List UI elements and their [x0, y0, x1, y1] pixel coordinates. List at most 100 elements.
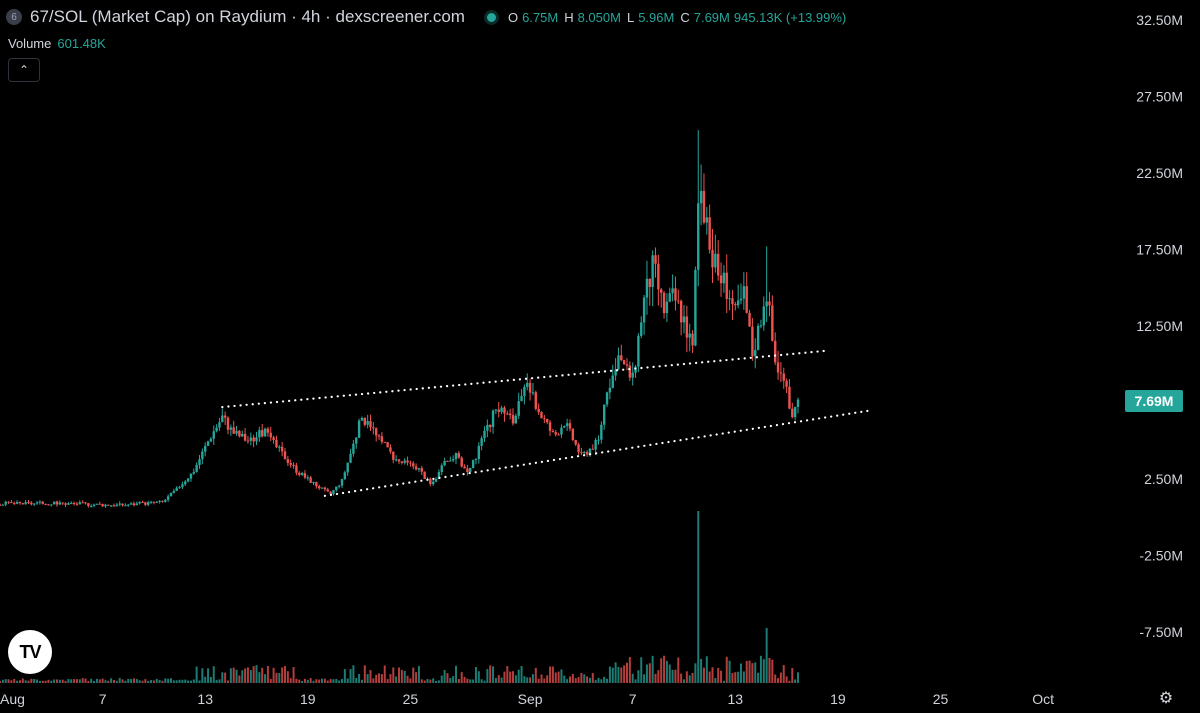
- candle-body: [785, 380, 788, 387]
- volume-bar: [742, 671, 745, 683]
- candle-body: [511, 415, 515, 424]
- volume-bar: [415, 672, 418, 683]
- candle-body: [289, 462, 292, 465]
- volume-bar: [204, 676, 207, 683]
- y-tick-label: 32.50M: [1136, 12, 1183, 28]
- volume-bar: [432, 678, 435, 683]
- volume-bar: [141, 680, 144, 683]
- candle-body: [651, 255, 654, 288]
- candle-body: [52, 501, 56, 505]
- volume-bar: [571, 673, 574, 683]
- candle-body: [412, 463, 415, 467]
- y-tick-label: 17.50M: [1136, 242, 1183, 258]
- volume-bar: [323, 678, 326, 683]
- volume-bar: [192, 679, 195, 683]
- candle-body: [21, 503, 24, 505]
- candle-body: [346, 462, 349, 473]
- volume-bar: [372, 678, 375, 683]
- candle-body: [717, 253, 720, 276]
- volume-bar: [212, 666, 215, 683]
- candle-body: [363, 417, 366, 425]
- volume-bar: [466, 678, 469, 683]
- candles: [0, 130, 800, 508]
- volume-bar: [665, 660, 668, 683]
- volume-bar: [346, 678, 349, 683]
- volume-bar: [58, 679, 61, 683]
- candle-body: [449, 460, 452, 462]
- trendlines: [221, 349, 874, 497]
- candle-body: [711, 249, 714, 268]
- candle-body: [722, 272, 726, 284]
- volume-bar: [492, 666, 495, 683]
- candle-body: [392, 451, 395, 460]
- candle-body: [332, 490, 335, 494]
- volume-bar: [683, 679, 685, 683]
- candle-body: [55, 501, 59, 505]
- candle-body: [172, 490, 176, 493]
- candle-body: [343, 472, 347, 480]
- volume-bar: [221, 672, 224, 683]
- volume-bar: [47, 679, 50, 683]
- ohlc-values: O 6.75M H 8.050M L 5.96M C 7.69M 945.13K (+1…: [506, 10, 846, 25]
- gear-icon[interactable]: ⚙: [1158, 690, 1174, 707]
- volume-bar: [403, 670, 406, 683]
- channel-trendline[interactable]: [323, 409, 874, 497]
- volume-bar: [158, 679, 161, 683]
- volume-bar: [774, 674, 777, 683]
- collapse-legend-button[interactable]: ⌃: [8, 58, 40, 82]
- candle-body: [531, 392, 535, 394]
- candle-body: [323, 487, 327, 490]
- candle-body: [30, 502, 33, 505]
- volume-bar: [517, 669, 520, 683]
- candle-body: [189, 473, 193, 479]
- channel-trendline[interactable]: [221, 349, 831, 409]
- candle-body: [340, 479, 344, 486]
- x-tick-label: 13: [197, 691, 213, 707]
- volume-bar: [27, 680, 30, 683]
- volume-bar: [286, 671, 289, 683]
- volume-bar: [534, 667, 537, 683]
- candle-body: [443, 460, 446, 466]
- candle-body: [560, 427, 563, 435]
- volume-bar: [714, 677, 717, 683]
- candle-body: [503, 407, 506, 414]
- candle-body: [283, 451, 287, 460]
- volume-bar: [95, 678, 98, 683]
- candle-body: [414, 466, 418, 470]
- volume-bar: [224, 672, 227, 683]
- volume-bar: [551, 666, 554, 683]
- tradingview-logo-icon[interactable]: TV: [8, 630, 52, 674]
- volume-bar: [18, 680, 21, 683]
- candle-body: [144, 502, 147, 505]
- candle-body: [300, 473, 304, 475]
- volume-bar: [246, 667, 249, 683]
- candle-body: [691, 333, 694, 346]
- volume-bar: [7, 679, 10, 683]
- candle-body: [577, 444, 580, 453]
- candle-body: [215, 427, 218, 432]
- volume-bar: [147, 680, 150, 683]
- volume-bar: [651, 655, 654, 683]
- volume-bar: [41, 680, 44, 683]
- volume-bar: [449, 677, 452, 683]
- candle-body: [748, 312, 751, 327]
- volume-legend: Volume 601.48K: [8, 36, 106, 51]
- volume-bar: [303, 678, 306, 683]
- volume-bar: [264, 674, 267, 683]
- volume-bar: [777, 678, 780, 683]
- volume-bar: [75, 679, 78, 683]
- volume-bar: [797, 672, 799, 683]
- volume-bar: [645, 664, 648, 683]
- candle-body: [736, 300, 740, 306]
- candle-body: [779, 372, 783, 374]
- volume-bar: [4, 679, 7, 683]
- candle-body: [742, 286, 746, 299]
- candle-body: [725, 272, 728, 299]
- volume-bar: [215, 679, 218, 683]
- candle-body: [523, 386, 526, 396]
- y-tick-label: 2.50M: [1144, 471, 1183, 487]
- candle-body: [583, 452, 586, 454]
- candle-body: [161, 500, 164, 502]
- candle-body: [469, 468, 472, 473]
